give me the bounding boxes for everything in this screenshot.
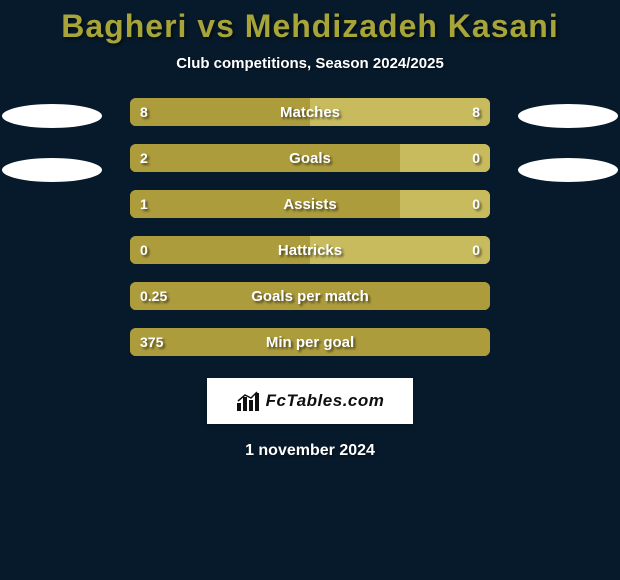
stat-row: Goals per match 0.25 [130,282,490,310]
stat-label: Matches [280,104,340,121]
stat-fill-left [130,144,400,172]
stat-value-right: 0 [472,150,480,166]
stat-label: Min per goal [266,334,354,351]
stat-value-left: 0.25 [140,288,167,304]
ellipse-icon [518,158,618,182]
ellipse-icon [518,104,618,128]
stat-bars: Matches88Goals20Assists10Hattricks00Goal… [130,98,490,356]
logo-text: FcTables.com [266,391,385,411]
stat-label: Assists [283,196,336,213]
stat-value-left: 2 [140,150,148,166]
stat-value-left: 8 [140,104,148,120]
stat-label: Goals [289,150,331,167]
right-player-marks [508,98,618,182]
stat-row: Min per goal 375 [130,328,490,356]
page-subtitle: Club competitions, Season 2024/2025 [176,55,444,72]
stat-value-right: 0 [472,196,480,212]
stats-area: Matches88Goals20Assists10Hattricks00Goal… [0,98,620,356]
stat-row: Hattricks 0 0 [130,236,490,264]
stat-value-left: 1 [140,196,148,212]
page-title: Bagheri vs Mehdizadeh Kasani [61,8,558,45]
stat-value-left: 375 [140,334,163,350]
stat-row: Goals 2 0 [130,144,490,172]
stat-label: Hattricks [278,242,342,259]
stat-value-left: 0 [140,242,148,258]
stat-value-right: 8 [472,104,480,120]
stat-row: Matches 8 8 [130,98,490,126]
stat-value-right: 0 [472,242,480,258]
left-player-marks [2,98,112,182]
ellipse-icon [2,104,102,128]
stat-row: Assists 1 0 [130,190,490,218]
stat-fill-left [130,190,400,218]
date-label: 1 november 2024 [245,442,375,460]
stat-label: Goals per match [251,288,369,305]
ellipse-icon [2,158,102,182]
logo-badge: FcTables.com [207,378,413,424]
bar-chart-icon [236,391,260,411]
comparison-infographic: Bagheri vs Mehdizadeh Kasani Club compet… [0,0,620,580]
